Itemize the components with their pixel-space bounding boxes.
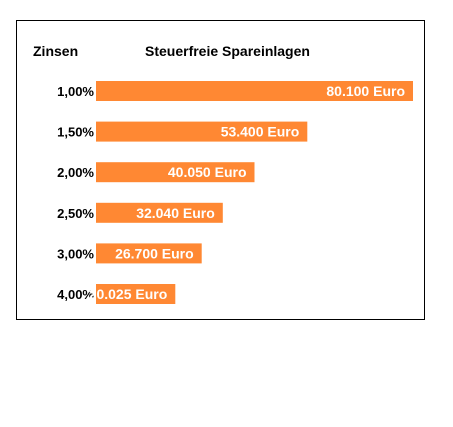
bar-5 — [96, 243, 202, 264]
value-header: Steuerfreie Spareinlagen — [145, 43, 310, 59]
value-label-2: 53.400 Euro — [221, 124, 300, 140]
bar-4 — [96, 202, 223, 223]
category-label-1: 1,00% — [57, 84, 94, 99]
category-label-4: 2,50% — [57, 206, 94, 221]
value-label-4: 32.040 Euro — [136, 205, 215, 221]
value-label-5: 26.700 Euro — [115, 245, 194, 261]
bar-chart: 1,00% 80.100 Euro 1,50% 53.400 Euro 2,00% 40.… — [57, 81, 413, 304]
bar-1 — [96, 81, 413, 101]
value-label-3: 40.050 Euro — [168, 164, 247, 180]
value-label-1: 80.100 Euro — [326, 83, 405, 99]
bar-6 — [96, 284, 176, 304]
value-label-6: 20.025 Euro — [89, 286, 168, 302]
category-label-5: 3,00% — [57, 246, 94, 261]
category-label-3: 2,00% — [57, 165, 94, 180]
category-label-2: 1,50% — [57, 125, 94, 140]
bar-2 — [96, 121, 308, 142]
category-label-6: 4,00% — [57, 287, 94, 302]
bar-3 — [96, 162, 255, 183]
category-header: Zinsen — [33, 43, 79, 59]
chart-frame: Zinsen Steuerfreie Spareinlagen 1,00% 80.… — [16, 20, 425, 320]
